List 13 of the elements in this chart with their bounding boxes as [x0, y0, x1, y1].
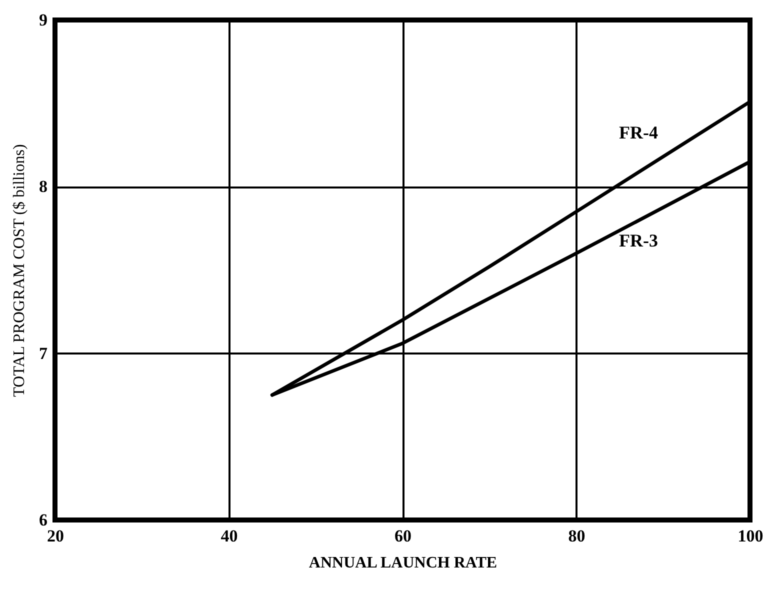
x-tick-label: 60 — [394, 526, 412, 546]
x-tick-label: 80 — [568, 526, 586, 546]
x-tick-label: 100 — [738, 526, 764, 546]
series-label: FR-3 — [619, 230, 658, 251]
x-axis-title: ANNUAL LAUNCH RATE — [308, 554, 498, 572]
x-tick-label: 40 — [220, 526, 238, 546]
x-tick-label: 20 — [47, 526, 64, 546]
y-tick-label: 9 — [39, 10, 48, 30]
y-axis-title: TOTAL PROGRAM COST ($ billions) — [11, 144, 28, 397]
series-label: FR-4 — [619, 122, 658, 143]
y-tick-label: 6 — [39, 510, 48, 530]
y-tick-label: 7 — [39, 344, 48, 363]
y-tick-label: 8 — [39, 177, 48, 196]
